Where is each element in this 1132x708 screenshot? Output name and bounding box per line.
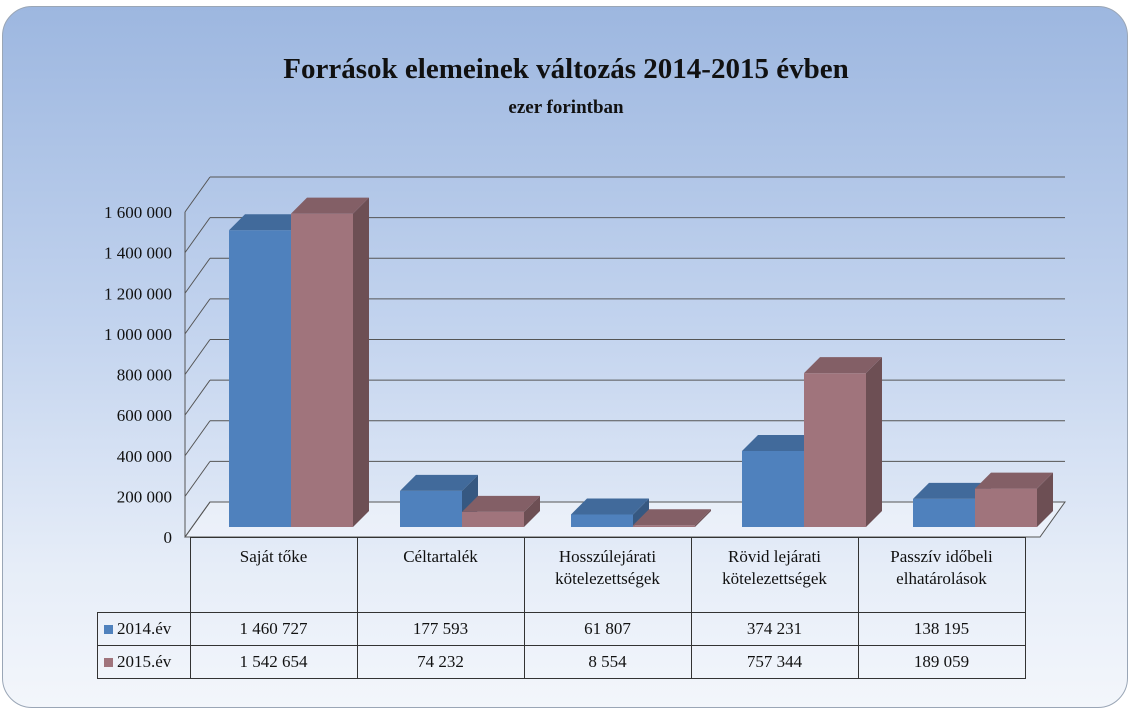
y-tick-label: 800 000 (117, 366, 172, 385)
category-label: Céltartalék (356, 537, 525, 613)
bar-top (913, 482, 991, 499)
y-tick-label: 200 000 (117, 487, 172, 506)
value-label: 757 344 (690, 645, 859, 679)
legend-cell: 2014.év (97, 612, 191, 646)
bar (804, 373, 866, 527)
value-label: 374 231 (690, 612, 859, 646)
bar-top (571, 498, 649, 515)
bar-side (695, 509, 711, 527)
bar (913, 498, 975, 527)
table-row: 2014.év 1 460 727 177 593 61 807 374 231 138 … (97, 612, 1026, 646)
category-label: Rövid lejárati kötelezettségek (690, 537, 859, 613)
bar (462, 511, 524, 527)
bar-top (975, 472, 1053, 489)
category-label: Saját tőke (189, 537, 358, 613)
bar-side (524, 495, 540, 527)
y-tick-label: 1 400 000 (104, 244, 172, 263)
bar-top (804, 357, 882, 374)
legend-swatch (104, 658, 113, 667)
value-label: 74 232 (356, 645, 525, 679)
grid-line (184, 257, 211, 294)
legend-swatch (104, 625, 113, 634)
value-label: 8 554 (523, 645, 692, 679)
value-label: 138 195 (857, 612, 1026, 646)
table-header-row: Saját tőke Céltartalék Hosszúlejárati köte… (98, 537, 1026, 613)
legend-label: 2015.év (117, 652, 172, 671)
y-tick-label: 1 200 000 (104, 284, 172, 303)
value-label: 1 542 654 (189, 645, 358, 679)
bar-side (1037, 472, 1053, 527)
bar (229, 230, 291, 527)
bar (633, 525, 695, 527)
bar (571, 514, 633, 527)
category-label: Hosszúlejárati kötelezettségek (523, 537, 692, 613)
grid-line (184, 176, 211, 213)
value-label: 61 807 (523, 612, 692, 646)
grid-line (184, 217, 211, 253)
table-corner (98, 538, 191, 613)
data-table: Saját tőke Céltartalék Hosszúlejárati köte… (97, 537, 1026, 679)
value-label: 1 460 727 (189, 612, 358, 646)
chart-subtitle: ezer forintban (508, 97, 624, 118)
bar-top (400, 474, 478, 491)
value-label: 177 593 (356, 612, 525, 646)
bar-side (866, 357, 882, 527)
bar-top (229, 214, 307, 231)
bar-side (633, 498, 649, 527)
bar (975, 488, 1037, 527)
grid-line (184, 379, 211, 416)
y-tick-label: 0 (164, 528, 173, 547)
legend-label: 2014.év (117, 619, 172, 638)
bar (742, 450, 804, 527)
y-tick-label: 1 600 000 (104, 203, 172, 222)
bar-top (462, 495, 540, 512)
grid-line (184, 461, 211, 497)
category-label: Passzív időbeli elhatárolások (857, 537, 1026, 613)
bar-top (291, 197, 369, 214)
bar-top (633, 509, 711, 526)
grid-line (184, 501, 211, 538)
grid-line (184, 420, 211, 457)
bar (400, 490, 462, 527)
grid-line (184, 339, 211, 375)
y-tick-label: 1 000 000 (104, 325, 172, 344)
grid-line (184, 298, 211, 335)
bar-side (353, 197, 369, 527)
chart-title: Források elemeinek változás 2014-2015 év… (283, 53, 848, 85)
legend-cell: 2015.év (97, 645, 191, 679)
value-label: 189 059 (857, 645, 1026, 679)
table-row: 2015.év 1 542 654 74 232 8 554 757 344 189 05… (97, 645, 1026, 679)
bar (291, 213, 353, 527)
y-tick-label: 600 000 (117, 406, 172, 425)
bar-top (742, 434, 820, 451)
y-tick-label: 400 000 (117, 447, 172, 466)
